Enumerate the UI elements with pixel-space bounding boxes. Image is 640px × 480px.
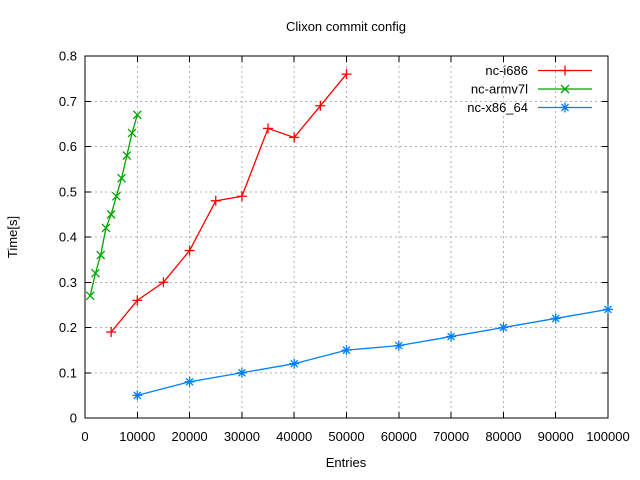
- data-point-asterisk-marker-icon: [341, 345, 352, 356]
- x-tick-label: 60000: [381, 429, 417, 444]
- data-point-plus-marker-icon: [289, 132, 300, 143]
- legend-cross-marker-icon: [560, 84, 570, 94]
- data-point-cross-marker-icon: [127, 128, 137, 138]
- data-point-cross-marker-icon: [117, 173, 127, 183]
- data-point-cross-marker-icon: [122, 151, 132, 161]
- data-point-plus-marker-icon: [184, 245, 195, 256]
- data-point-asterisk-marker-icon: [393, 340, 404, 351]
- data-point-plus-marker-icon: [106, 327, 117, 338]
- y-tick-label: 0: [70, 411, 77, 426]
- data-point-plus-marker-icon: [158, 277, 169, 288]
- data-point-asterisk-marker-icon: [498, 322, 509, 333]
- data-point-cross-marker-icon: [111, 191, 121, 201]
- data-point-cross-marker-icon: [101, 223, 111, 233]
- plot-border: [84, 55, 609, 419]
- data-point-plus-marker-icon: [341, 69, 352, 80]
- data-point-plus-marker-icon: [132, 295, 143, 306]
- x-tick-label: 0: [81, 429, 88, 444]
- data-point-asterisk-marker-icon: [236, 367, 247, 378]
- x-tick-label: 20000: [172, 429, 208, 444]
- x-tick-label: 10000: [119, 429, 155, 444]
- data-point-cross-marker-icon: [85, 291, 95, 301]
- y-tick-label: 0.5: [59, 184, 77, 199]
- x-tick-label: 80000: [485, 429, 521, 444]
- legend-label-nc-x86_64: nc-x86_64: [467, 100, 528, 115]
- y-tick-label: 0.6: [59, 139, 77, 154]
- data-point-plus-marker-icon: [210, 195, 221, 206]
- series-line-nc-i686: [110, 73, 348, 333]
- legend-label-nc-armv7l: nc-armv7l: [471, 82, 528, 97]
- chart-title: Clixon commit config: [286, 19, 406, 34]
- data-point-asterisk-marker-icon: [603, 304, 613, 315]
- x-tick-label: 70000: [433, 429, 469, 444]
- y-tick-label: 0.7: [59, 94, 77, 109]
- x-tick-label: 30000: [224, 429, 260, 444]
- data-point-asterisk-marker-icon: [550, 313, 561, 324]
- x-tick-label: 40000: [276, 429, 312, 444]
- x-tick-label: 90000: [538, 429, 574, 444]
- y-tick-label: 0.4: [59, 230, 77, 245]
- y-tick-label: 0.1: [59, 365, 77, 380]
- x-tick-label: 100000: [586, 429, 629, 444]
- y-tick-label: 0.8: [59, 49, 77, 64]
- data-point-plus-marker-icon: [315, 100, 326, 111]
- y-tick-label: 0.2: [59, 320, 77, 335]
- legend-label-nc-i686: nc-i686: [485, 63, 528, 78]
- y-axis-label: Time[s]: [5, 216, 20, 258]
- data-point-cross-marker-icon: [91, 268, 100, 278]
- data-point-asterisk-marker-icon: [184, 376, 195, 387]
- data-point-cross-marker-icon: [106, 209, 116, 219]
- data-point-plus-marker-icon: [236, 191, 247, 202]
- y-tick-label: 0.3: [59, 275, 77, 290]
- data-point-cross-marker-icon: [96, 250, 106, 260]
- data-point-asterisk-marker-icon: [289, 358, 300, 369]
- data-point-asterisk-marker-icon: [132, 390, 143, 401]
- legend-asterisk-marker-icon: [560, 102, 570, 113]
- series-line-nc-x86_64: [137, 308, 609, 397]
- chart-generated-layer: 0 10000 20000 30000 40000 50000 60000 70000 8000…: [59, 49, 630, 445]
- data-point-asterisk-marker-icon: [446, 331, 457, 342]
- series-line-nc-armv7l: [89, 114, 138, 296]
- data-point-cross-marker-icon: [132, 110, 142, 120]
- legend-plus-marker-icon: [560, 65, 570, 76]
- data-point-plus-marker-icon: [263, 123, 274, 134]
- x-tick-label: 50000: [328, 429, 364, 444]
- x-axis-label: Entries: [326, 455, 367, 470]
